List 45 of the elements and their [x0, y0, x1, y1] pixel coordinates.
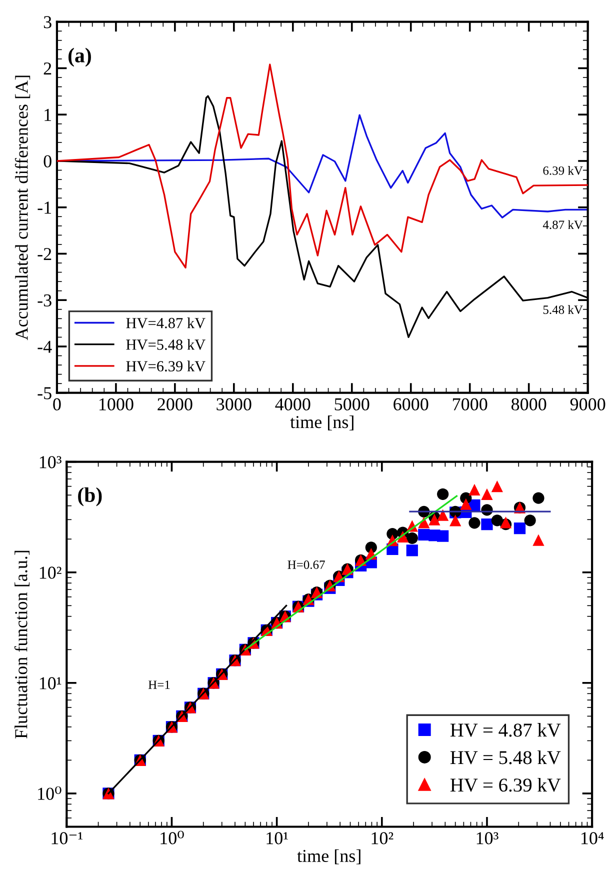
x-tick-label: 10⁻¹ — [52, 832, 83, 844]
annotation: 5.48 kV — [543, 305, 583, 314]
x-tick-label: 1000 — [99, 398, 134, 410]
annotation: H=1 — [148, 680, 170, 689]
annotation: 4.87 kV — [542, 220, 583, 230]
x-tick-label: 10⁴ — [581, 832, 604, 844]
y-tick-label: 10¹ — [40, 677, 62, 690]
x-tick-label: 5000 — [334, 398, 370, 410]
x-tick-label: 10⁰ — [160, 830, 184, 844]
y-tick-label: -1 — [38, 202, 52, 214]
annotation: (a) — [68, 48, 91, 67]
y-tick-label: 10³ — [40, 456, 62, 468]
x-axis-title: time [ns] — [297, 849, 360, 864]
y-tick-label: 1 — [44, 108, 52, 121]
legend-label: HV=5.48 kV — [126, 339, 206, 350]
x-tick-label: 10¹ — [266, 832, 288, 844]
annotation: 6.39 kV — [543, 166, 583, 175]
x-tick-label: 9000 — [570, 398, 606, 410]
x-tick-label: 2000 — [158, 398, 192, 410]
y-tick-label: -5 — [38, 387, 52, 400]
legend-label: HV = 5.48 kV — [450, 750, 561, 764]
y-tick-label: 2 — [44, 62, 52, 74]
x-tick-label: 6000 — [394, 398, 428, 410]
y-tick-label: 0 — [44, 155, 52, 168]
y-tick-label: -2 — [38, 248, 52, 260]
x-tick-label: 10² — [372, 832, 394, 844]
y-axis-title: Accumulated current differences [A] — [14, 76, 30, 340]
legend-label: HV = 4.87 kV — [450, 723, 561, 737]
annotation: H=0.67 — [288, 560, 325, 569]
legend-label: HV=6.39 kV — [126, 360, 206, 372]
annotation: (b) — [78, 487, 102, 506]
legend-label: HV = 6.39 kV — [450, 778, 561, 792]
y-tick-label: 10⁰ — [38, 786, 62, 800]
legend-label: HV=4.87 kV — [126, 317, 206, 328]
x-tick-label: 3000 — [216, 398, 252, 410]
y-tick-label: -3 — [38, 294, 52, 307]
x-tick-label: 8000 — [511, 398, 546, 410]
x-tick-label: 10³ — [476, 832, 498, 844]
x-tick-label: 4000 — [275, 398, 310, 410]
x-tick-label: 7000 — [452, 398, 488, 410]
y-tick-label: -4 — [38, 340, 52, 353]
x-axis-title: time [ns] — [290, 415, 354, 430]
y-axis-title: Fluctuation function [a.u.] — [14, 550, 30, 739]
y-tick-label: 3 — [44, 16, 52, 28]
y-tick-label: 10² — [40, 566, 62, 579]
